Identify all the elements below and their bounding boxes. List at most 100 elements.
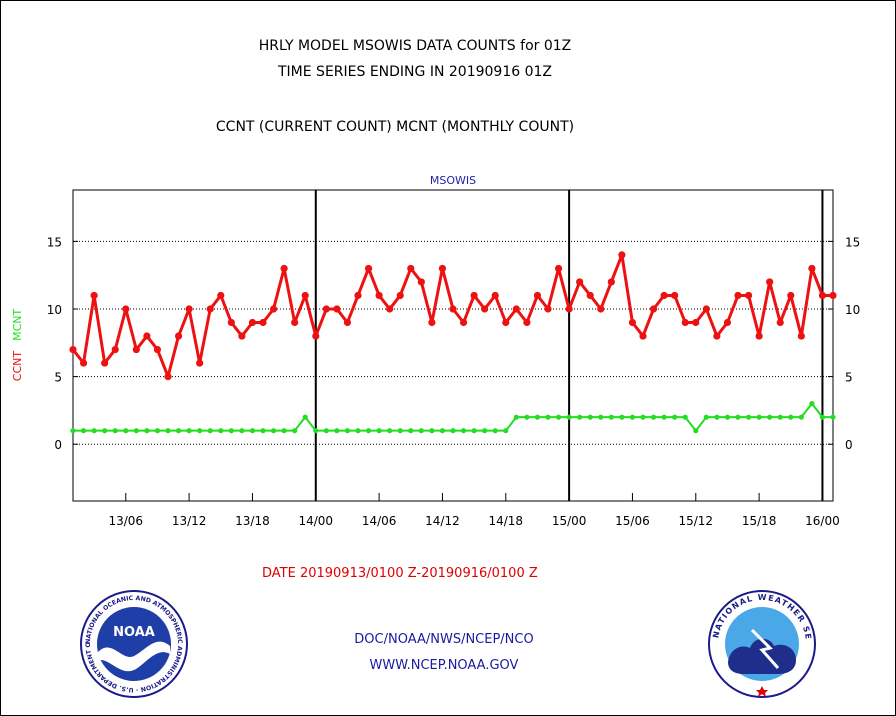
data-point-mcnt bbox=[492, 428, 498, 434]
x-tick-label: 15/06 bbox=[615, 514, 650, 528]
data-point-ccnt bbox=[227, 318, 235, 327]
data-point-mcnt bbox=[302, 414, 308, 420]
data-point-mcnt bbox=[408, 428, 414, 434]
data-point-ccnt bbox=[101, 359, 109, 367]
data-point-ccnt bbox=[407, 264, 415, 273]
data-point-mcnt bbox=[313, 428, 319, 434]
x-tick-label: 13/18 bbox=[235, 514, 270, 528]
data-point-mcnt bbox=[418, 428, 424, 434]
data-point-ccnt bbox=[692, 318, 700, 327]
title-line-3: CCNT (CURRENT COUNT) MCNT (MONTHLY COUNT… bbox=[215, 119, 575, 135]
data-point-mcnt bbox=[112, 428, 118, 434]
y-tick-label-right: 5 bbox=[845, 371, 853, 385]
data-point-mcnt bbox=[133, 428, 139, 434]
data-point-ccnt bbox=[269, 305, 278, 313]
data-point-ccnt bbox=[143, 332, 151, 340]
data-point-mcnt bbox=[365, 428, 372, 434]
data-point-mcnt bbox=[745, 414, 752, 420]
data-point-ccnt bbox=[280, 264, 288, 273]
data-point-ccnt bbox=[797, 332, 805, 340]
data-point-ccnt bbox=[428, 318, 436, 327]
y-axis-label-ccnt: CCNT bbox=[11, 351, 24, 382]
data-point-ccnt bbox=[660, 291, 668, 300]
x-tick-label: 14/18 bbox=[488, 514, 523, 528]
plot-area bbox=[72, 189, 834, 502]
data-point-ccnt bbox=[829, 291, 837, 300]
data-point-mcnt bbox=[809, 401, 815, 407]
data-point-mcnt bbox=[777, 414, 783, 420]
data-point-mcnt bbox=[598, 414, 604, 420]
data-point-mcnt bbox=[344, 428, 351, 434]
title-line-1: HRLY MODEL MSOWIS DATA COUNTS for 01Z bbox=[258, 38, 572, 54]
data-point-mcnt bbox=[323, 428, 329, 434]
data-point-mcnt bbox=[102, 428, 108, 434]
data-point-ccnt bbox=[523, 318, 531, 327]
footer-url[interactable]: WWW.NCEP.NOAA.GOV bbox=[369, 658, 519, 673]
data-point-mcnt bbox=[376, 428, 382, 434]
data-point-ccnt bbox=[79, 359, 88, 367]
data-point-ccnt bbox=[375, 291, 383, 300]
data-point-mcnt bbox=[788, 414, 794, 420]
y-axis-label: CCNT MCNT bbox=[11, 309, 24, 382]
data-point-ccnt bbox=[755, 332, 763, 340]
y-tick-label-left: 15 bbox=[47, 235, 62, 249]
data-point-ccnt bbox=[206, 305, 214, 313]
data-point-ccnt bbox=[565, 305, 573, 313]
data-point-ccnt bbox=[449, 305, 457, 313]
y-tick-label-right: 15 bbox=[845, 235, 860, 249]
data-point-mcnt bbox=[503, 428, 509, 434]
data-point-mcnt bbox=[186, 428, 192, 434]
data-point-ccnt bbox=[808, 264, 816, 273]
data-point-ccnt bbox=[164, 373, 172, 381]
data-point-mcnt bbox=[197, 428, 203, 434]
data-point-ccnt bbox=[238, 332, 246, 340]
data-point-ccnt bbox=[744, 291, 753, 300]
data-point-ccnt bbox=[576, 278, 584, 286]
data-point-mcnt bbox=[281, 428, 287, 434]
noaa-logo-text: NOAA bbox=[113, 625, 155, 640]
y-tick-label-right: 10 bbox=[845, 303, 860, 317]
data-point-mcnt bbox=[450, 428, 456, 434]
data-point-ccnt bbox=[185, 305, 193, 313]
data-point-ccnt bbox=[153, 345, 162, 354]
data-point-mcnt bbox=[249, 428, 256, 434]
data-point-ccnt bbox=[787, 291, 795, 300]
x-tick-label: 14/12 bbox=[425, 514, 460, 528]
data-point-mcnt bbox=[640, 414, 646, 420]
y-tick-label-left: 10 bbox=[47, 303, 62, 317]
data-point-ccnt bbox=[322, 305, 330, 313]
data-point-ccnt bbox=[723, 318, 732, 327]
data-point-ccnt bbox=[438, 264, 447, 273]
data-point-ccnt bbox=[111, 345, 119, 354]
x-tick-label: 13/06 bbox=[108, 514, 143, 528]
data-point-ccnt bbox=[386, 305, 394, 313]
data-point-ccnt bbox=[734, 291, 742, 300]
data-point-mcnt bbox=[260, 428, 266, 434]
data-point-mcnt bbox=[629, 414, 636, 420]
data-point-mcnt bbox=[218, 428, 224, 434]
data-point-ccnt bbox=[248, 318, 257, 327]
data-point-ccnt bbox=[586, 291, 594, 300]
y-tick-label-left: 0 bbox=[54, 438, 62, 452]
data-point-ccnt bbox=[364, 264, 373, 273]
data-point-ccnt bbox=[291, 318, 299, 327]
data-point-mcnt bbox=[555, 414, 562, 420]
data-point-ccnt bbox=[69, 345, 77, 354]
data-point-mcnt bbox=[397, 428, 403, 434]
data-point-ccnt bbox=[470, 291, 478, 300]
title-line-2: TIME SERIES ENDING IN 20190916 01Z bbox=[278, 64, 552, 80]
data-point-ccnt bbox=[481, 305, 489, 313]
x-tick-label: 15/12 bbox=[678, 514, 713, 528]
data-point-ccnt bbox=[544, 305, 552, 313]
data-point-ccnt bbox=[766, 278, 774, 286]
data-point-ccnt bbox=[818, 291, 827, 300]
y-tick-label-left: 5 bbox=[54, 371, 62, 385]
data-point-mcnt bbox=[239, 428, 245, 434]
data-point-ccnt bbox=[90, 291, 98, 300]
data-point-ccnt bbox=[554, 264, 563, 273]
x-tick-label: 15/00 bbox=[552, 514, 587, 528]
data-point-mcnt bbox=[703, 414, 709, 420]
y-tick-label-right: 0 bbox=[845, 438, 853, 452]
data-point-mcnt bbox=[608, 414, 614, 420]
data-point-ccnt bbox=[301, 291, 309, 300]
